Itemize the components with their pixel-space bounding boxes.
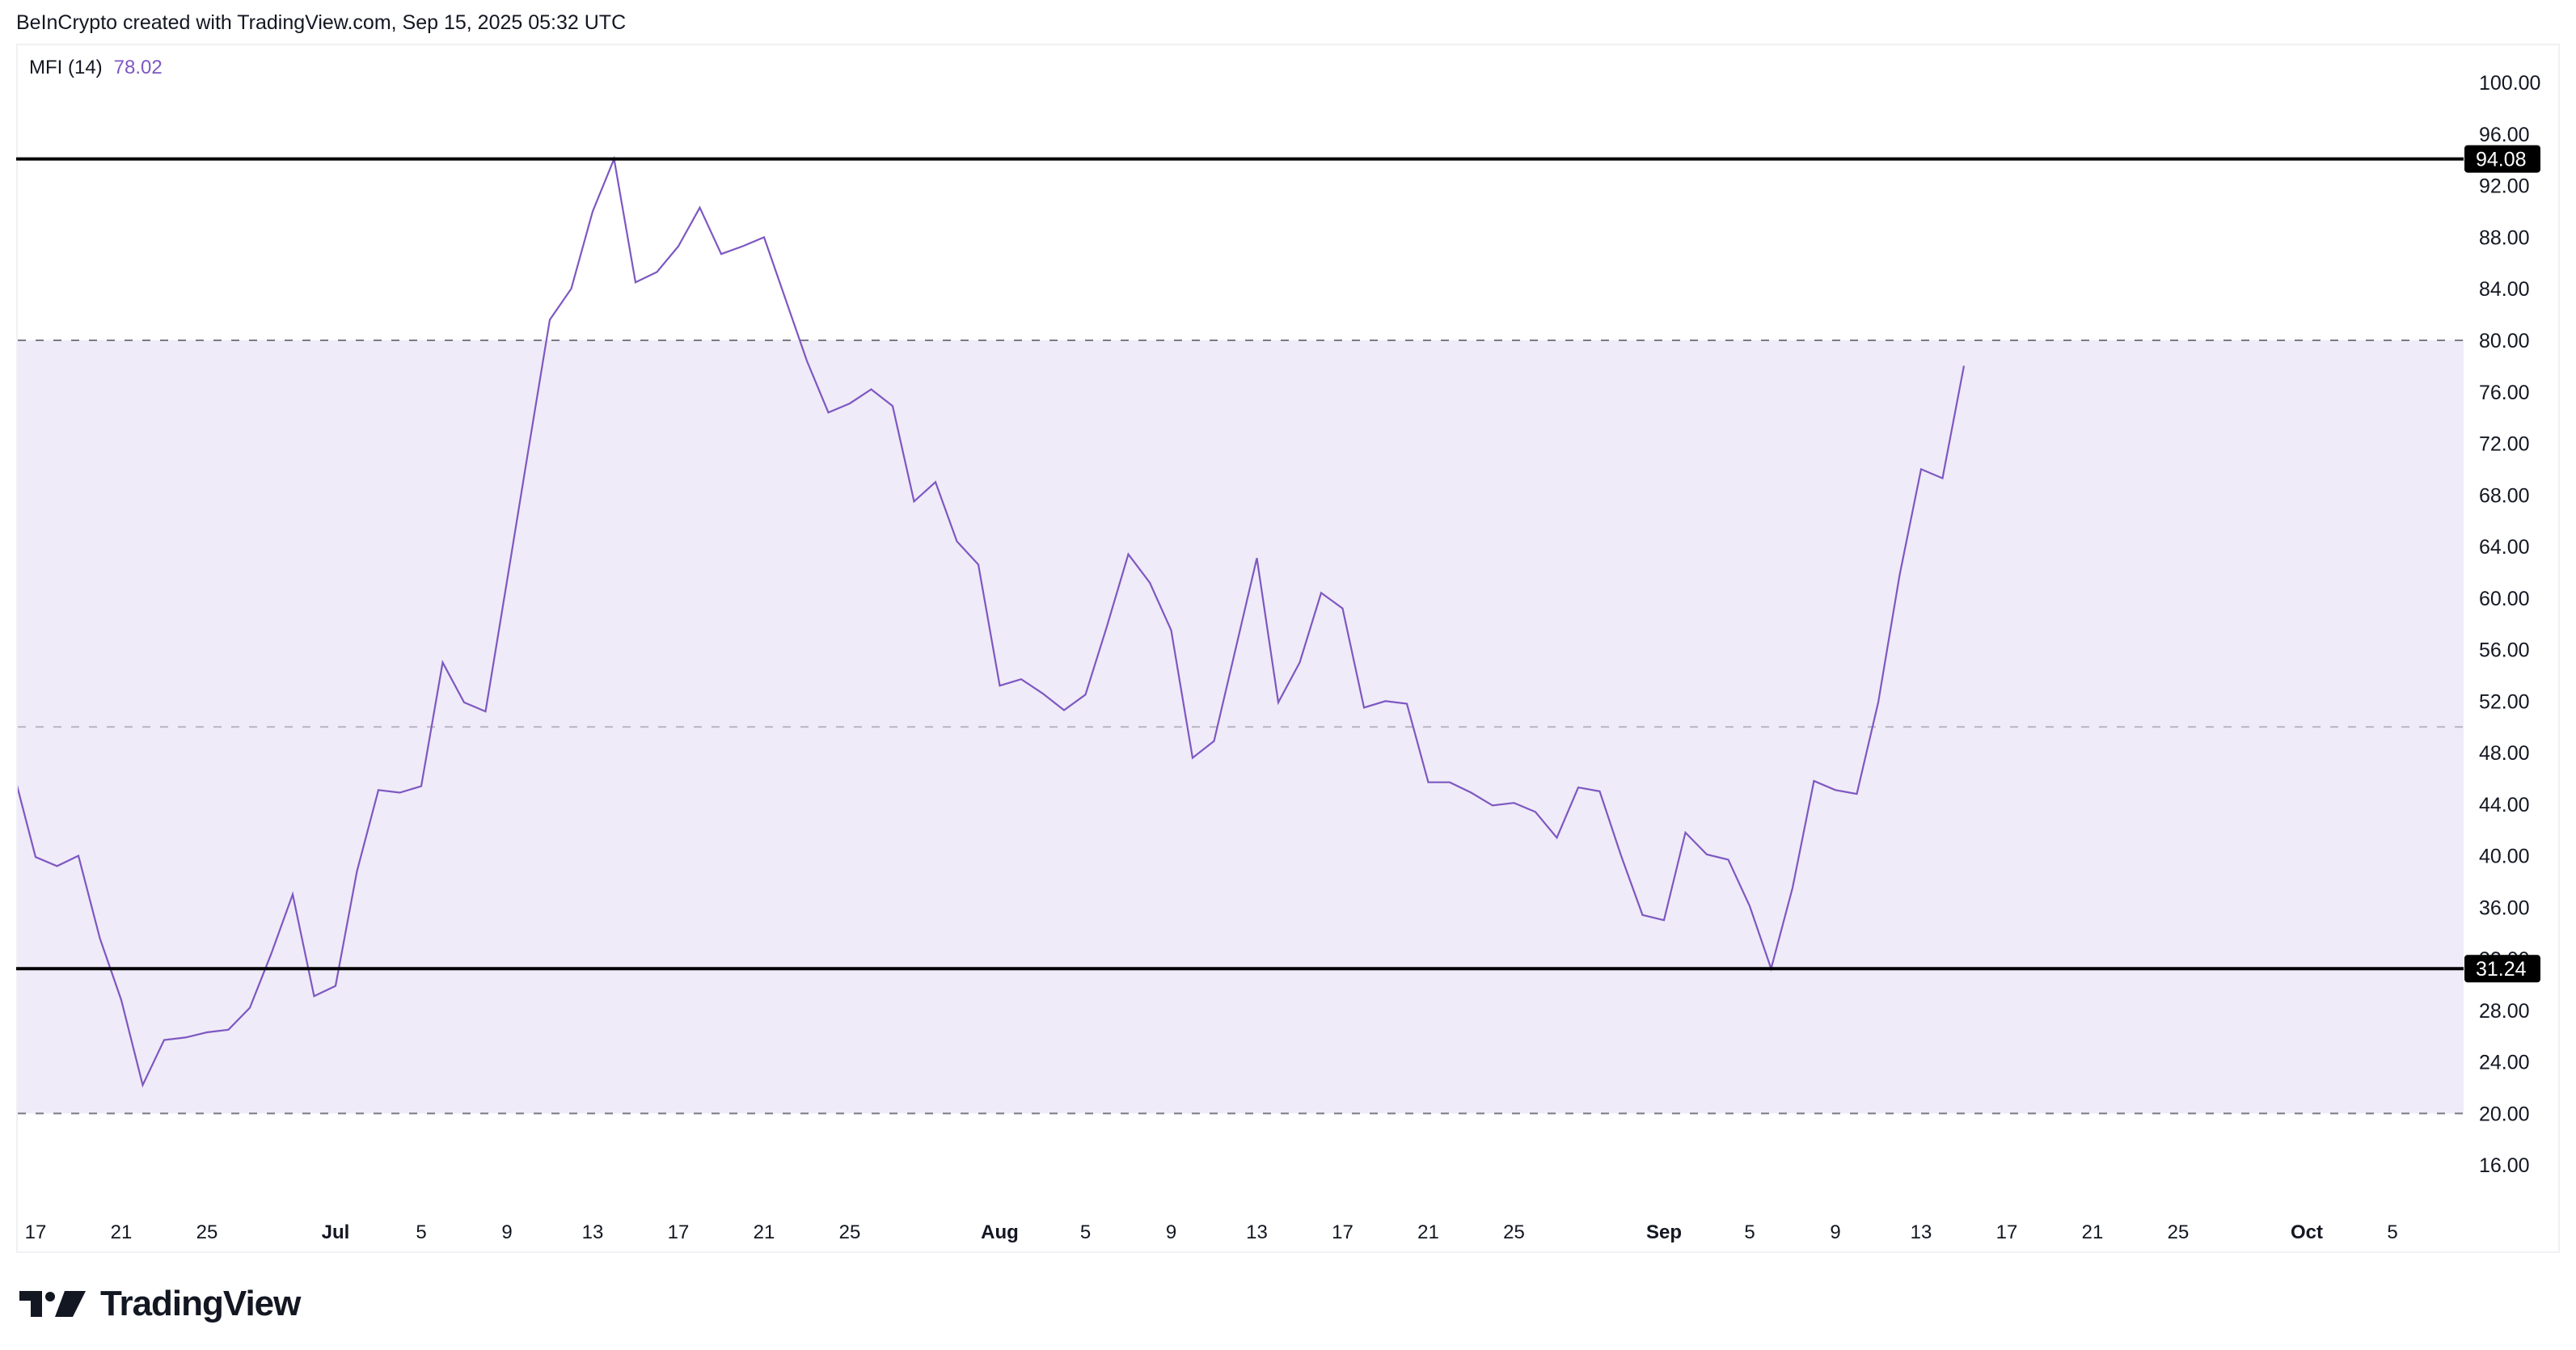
- time-tick-label: 9: [1830, 1221, 1840, 1243]
- time-tick-label: Oct: [2291, 1221, 2323, 1243]
- tradingview-logo-text: TradingView: [100, 1284, 301, 1323]
- time-tick-label: 25: [196, 1221, 218, 1243]
- time-tick-label: 9: [501, 1221, 512, 1243]
- price-badges: 94.08 31.24: [2464, 145, 2540, 983]
- time-tick-label: Sep: [1646, 1221, 1682, 1243]
- price-badge: [2464, 955, 2540, 983]
- time-tick-label: 13: [582, 1221, 604, 1243]
- chart-attribution: BeInCrypto created with TradingView.com,…: [16, 11, 627, 34]
- price-tick-label: 88.00: [2479, 226, 2530, 249]
- price-tick-label: 60.00: [2479, 588, 2530, 610]
- time-tick-label: 21: [1417, 1221, 1439, 1243]
- mfi-band-fill: [18, 340, 2464, 1114]
- price-tick-label: 48.00: [2479, 742, 2530, 765]
- price-tick-label: 36.00: [2479, 896, 2530, 919]
- price-tick-label: 56.00: [2479, 639, 2530, 662]
- time-tick-label: 5: [416, 1221, 426, 1243]
- time-axis[interactable]: 17 21 25 Jul 5 9 13 17 21 25 Aug 5 9 13 17 21 25 Sep 5 9 13 1…: [25, 1221, 2398, 1243]
- price-tick-label: 44.00: [2479, 794, 2530, 816]
- mfi-series-line: [18, 155, 1966, 1088]
- time-tick-label: 5: [2387, 1221, 2397, 1243]
- time-tick-label: 17: [1332, 1221, 1353, 1243]
- indicator-name: MFI (14): [29, 57, 103, 78]
- time-tick-label: Aug: [981, 1221, 1019, 1243]
- time-tick-label: 13: [1246, 1221, 1268, 1243]
- price-tick-label: 16.00: [2479, 1154, 2530, 1177]
- price-tick-label: 52.00: [2479, 690, 2530, 713]
- price-tick-label: 24.00: [2479, 1052, 2530, 1074]
- price-badge: [2464, 145, 2540, 173]
- time-tick-label: 13: [1911, 1221, 1932, 1243]
- time-tick-label: 5: [1080, 1221, 1091, 1243]
- price-tick-label: 20.00: [2479, 1103, 2530, 1125]
- chart-frame: [16, 44, 2560, 1253]
- time-tick-label: 9: [1166, 1221, 1176, 1243]
- price-tick-label: 68.00: [2479, 484, 2530, 507]
- price-tick-label: 40.00: [2479, 846, 2530, 868]
- price-badge-label: 31.24: [2476, 958, 2527, 981]
- indicator-value: 78.02: [113, 57, 163, 78]
- tradingview-logo[interactable]: TradingView: [19, 1284, 301, 1323]
- price-tick-label: 76.00: [2479, 382, 2530, 404]
- time-tick-label: 17: [668, 1221, 690, 1243]
- time-tick-label: 17: [1996, 1221, 2018, 1243]
- price-axis[interactable]: 100.00 96.00 92.00 88.00 84.00 80.00 76.00 72.0…: [2479, 72, 2540, 1177]
- tradingview-logo-icon: [19, 1291, 86, 1317]
- price-tick-label: 72.00: [2479, 433, 2530, 456]
- price-tick-label: 80.00: [2479, 330, 2530, 352]
- time-tick-label: 25: [839, 1221, 861, 1243]
- price-badge-label: 94.08: [2476, 149, 2527, 171]
- time-tick-label: 5: [1744, 1221, 1755, 1243]
- time-tick-label: Jul: [322, 1221, 350, 1243]
- mfi-band: [18, 340, 2464, 1115]
- price-tick-label: 100.00: [2479, 72, 2540, 95]
- time-tick-label: 21: [111, 1221, 133, 1243]
- price-tick-label: 28.00: [2479, 1000, 2530, 1023]
- time-tick-label: 21: [754, 1221, 775, 1243]
- price-tick-label: 96.00: [2479, 124, 2530, 146]
- price-tick-label: 64.00: [2479, 536, 2530, 559]
- mfi-line: [18, 155, 1966, 1088]
- indicator-legend[interactable]: MFI (14) 78.02: [29, 57, 163, 79]
- time-tick-label: 17: [25, 1221, 47, 1243]
- horizontal-lines[interactable]: [16, 157, 2464, 971]
- price-tick-label: 92.00: [2479, 175, 2530, 198]
- price-tick-label: 84.00: [2479, 278, 2530, 301]
- time-tick-label: 25: [1503, 1221, 1525, 1243]
- time-tick-label: 25: [2168, 1221, 2190, 1243]
- time-tick-label: 21: [2082, 1221, 2104, 1243]
